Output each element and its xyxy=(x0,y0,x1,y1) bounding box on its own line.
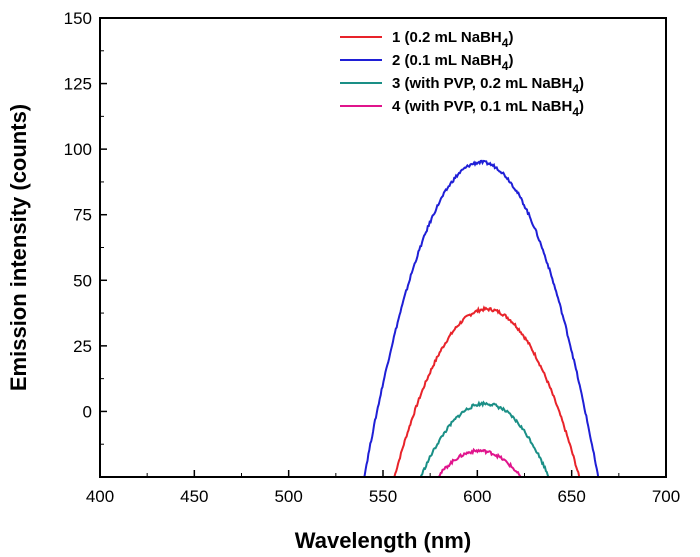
y-tick-label: 100 xyxy=(64,140,92,159)
series-line-2 xyxy=(363,159,600,477)
x-axis: 400 450 500 550 600 650 700 xyxy=(86,470,680,506)
x-axis-title: Wavelength (nm) xyxy=(295,528,471,553)
plot-lines xyxy=(363,159,600,477)
x-tick-label: 700 xyxy=(652,487,680,506)
y-tick-label: 0 xyxy=(83,402,92,421)
x-tick-label: 500 xyxy=(274,487,302,506)
series-line-1 xyxy=(393,305,581,477)
y-tick-label: 75 xyxy=(73,206,92,225)
legend: 1 (0.2 mL NaBH4)2 (0.1 mL NaBH4)3 (with … xyxy=(340,29,584,119)
x-tick-label: 400 xyxy=(86,487,114,506)
series-line-3 xyxy=(419,400,550,477)
legend-label-4: 4 (with PVP, 0.1 mL NaBH4) xyxy=(392,98,584,119)
y-tick-label: 150 xyxy=(64,9,92,28)
x-tick-label: 450 xyxy=(180,487,208,506)
y-tick-label: 50 xyxy=(73,271,92,290)
legend-label-2: 2 (0.1 mL NaBH4) xyxy=(392,52,513,73)
series-line-4 xyxy=(437,447,522,477)
y-tick-label: 125 xyxy=(64,75,92,94)
y-tick-label: 25 xyxy=(73,337,92,356)
x-tick-label: 550 xyxy=(369,487,397,506)
x-tick-label: 650 xyxy=(557,487,585,506)
y-axis: 0 25 50 75 100 125 150 xyxy=(64,9,107,445)
legend-label-1: 1 (0.2 mL NaBH4) xyxy=(392,29,513,50)
x-tick-label: 600 xyxy=(463,487,491,506)
legend-label-3: 3 (with PVP, 0.2 mL NaBH4) xyxy=(392,75,584,96)
y-axis-title: Emission intensity (counts) xyxy=(6,104,31,391)
